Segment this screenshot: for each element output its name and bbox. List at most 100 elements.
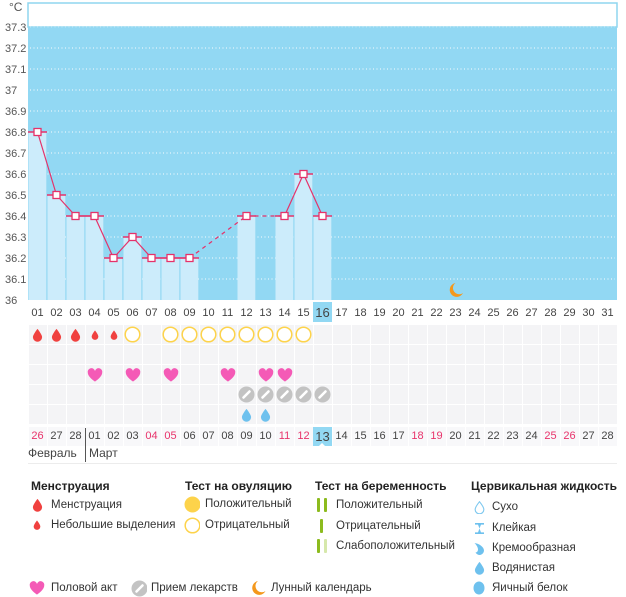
cervical-fluid-row-cell[interactable] (598, 405, 617, 424)
intercourse-row-cell[interactable] (180, 365, 199, 384)
pregnancy-test-row-cell[interactable] (104, 345, 123, 364)
menstruation-ovulation-row-cell[interactable] (237, 325, 256, 344)
menstruation-ovulation-row-cell[interactable] (503, 325, 522, 344)
calendar-date[interactable]: 23 (503, 427, 522, 446)
pregnancy-test-row-cell[interactable] (237, 345, 256, 364)
intercourse-row-cell[interactable] (313, 365, 332, 384)
medication-row-cell[interactable] (66, 385, 85, 404)
menstruation-ovulation-row-cell[interactable] (104, 325, 123, 344)
pregnancy-test-row-cell[interactable] (370, 345, 389, 364)
pregnancy-test-row-cell[interactable] (484, 345, 503, 364)
intercourse-row-cell[interactable] (85, 365, 104, 384)
cervical-fluid-row-cell[interactable] (541, 405, 560, 424)
menstruation-ovulation-row-cell[interactable] (389, 325, 408, 344)
cervical-fluid-row-cell[interactable] (446, 405, 465, 424)
pregnancy-test-row-cell[interactable] (85, 345, 104, 364)
intercourse-row-cell[interactable] (123, 365, 142, 384)
intercourse-row-cell[interactable] (598, 365, 617, 384)
medication-row-cell[interactable] (332, 385, 351, 404)
medication-row-cell[interactable] (503, 385, 522, 404)
menstruation-ovulation-row-cell[interactable] (294, 325, 313, 344)
menstruation-ovulation-row-cell[interactable] (446, 325, 465, 344)
cervical-fluid-row-cell[interactable] (142, 405, 161, 424)
cervical-fluid-row-cell[interactable] (104, 405, 123, 424)
calendar-date[interactable]: 21 (465, 427, 484, 446)
medication-row-cell[interactable] (294, 385, 313, 404)
pregnancy-test-row-cell[interactable] (332, 345, 351, 364)
cervical-fluid-row-cell[interactable] (275, 405, 294, 424)
pregnancy-test-row-cell[interactable] (199, 345, 218, 364)
pregnancy-test-row-cell[interactable] (427, 345, 446, 364)
pregnancy-test-row-cell[interactable] (560, 345, 579, 364)
calendar-date[interactable]: 10 (256, 427, 275, 446)
medication-row-cell[interactable] (85, 385, 104, 404)
intercourse-row-cell[interactable] (28, 365, 47, 384)
menstruation-ovulation-row-cell[interactable] (541, 325, 560, 344)
cervical-fluid-row-cell[interactable] (237, 405, 256, 424)
menstruation-ovulation-row-cell[interactable] (370, 325, 389, 344)
intercourse-row-cell[interactable] (522, 365, 541, 384)
pregnancy-test-row-cell[interactable] (66, 345, 85, 364)
intercourse-row-cell[interactable] (332, 365, 351, 384)
medication-row-cell[interactable] (541, 385, 560, 404)
cervical-fluid-row-cell[interactable] (389, 405, 408, 424)
menstruation-ovulation-row-cell[interactable] (161, 325, 180, 344)
intercourse-row-cell[interactable] (503, 365, 522, 384)
calendar-date[interactable]: 25 (541, 427, 560, 446)
menstruation-ovulation-row-cell[interactable] (332, 325, 351, 344)
intercourse-row-cell[interactable] (66, 365, 85, 384)
intercourse-row-cell[interactable] (218, 365, 237, 384)
pregnancy-test-row-cell[interactable] (28, 345, 47, 364)
intercourse-row-cell[interactable] (351, 365, 370, 384)
menstruation-ovulation-row-cell[interactable] (579, 325, 598, 344)
pregnancy-test-row-cell[interactable] (522, 345, 541, 364)
calendar-date[interactable]: 28 (66, 427, 85, 446)
menstruation-ovulation-row-cell[interactable] (598, 325, 617, 344)
pregnancy-test-row-cell[interactable] (142, 345, 161, 364)
menstruation-ovulation-row-cell[interactable] (256, 325, 275, 344)
medication-row-cell[interactable] (484, 385, 503, 404)
calendar-date[interactable]: 08 (218, 427, 237, 446)
cervical-fluid-row-cell[interactable] (218, 405, 237, 424)
menstruation-ovulation-row-cell[interactable] (142, 325, 161, 344)
calendar-date[interactable]: 26 (560, 427, 579, 446)
intercourse-row-cell[interactable] (256, 365, 275, 384)
calendar-date[interactable]: 24 (522, 427, 541, 446)
cervical-fluid-row-cell[interactable] (199, 405, 218, 424)
cervical-fluid-row-cell[interactable] (66, 405, 85, 424)
menstruation-ovulation-row-cell[interactable] (465, 325, 484, 344)
cervical-fluid-row-cell[interactable] (427, 405, 446, 424)
cervical-fluid-row-cell[interactable] (332, 405, 351, 424)
medication-row-cell[interactable] (313, 385, 332, 404)
menstruation-ovulation-row-cell[interactable] (47, 325, 66, 344)
menstruation-ovulation-row-cell[interactable] (180, 325, 199, 344)
cervical-fluid-row-cell[interactable] (370, 405, 389, 424)
pregnancy-test-row-cell[interactable] (465, 345, 484, 364)
pregnancy-test-row-cell[interactable] (313, 345, 332, 364)
pregnancy-test-row-cell[interactable] (446, 345, 465, 364)
menstruation-ovulation-row-cell[interactable] (218, 325, 237, 344)
medication-row-cell[interactable] (104, 385, 123, 404)
pregnancy-test-row-cell[interactable] (47, 345, 66, 364)
menstruation-ovulation-row-cell[interactable] (484, 325, 503, 344)
cervical-fluid-row-cell[interactable] (351, 405, 370, 424)
menstruation-ovulation-row-cell[interactable] (408, 325, 427, 344)
pregnancy-test-row-cell[interactable] (503, 345, 522, 364)
intercourse-row-cell[interactable] (161, 365, 180, 384)
calendar-date[interactable]: 16 (370, 427, 389, 446)
calendar-date[interactable]: 15 (351, 427, 370, 446)
medication-row-cell[interactable] (161, 385, 180, 404)
calendar-date[interactable]: 26 (28, 427, 47, 446)
medication-row-cell[interactable] (408, 385, 427, 404)
medication-row-cell[interactable] (598, 385, 617, 404)
intercourse-row-cell[interactable] (579, 365, 598, 384)
calendar-date[interactable]: 09 (237, 427, 256, 446)
intercourse-row-cell[interactable] (370, 365, 389, 384)
intercourse-row-cell[interactable] (560, 365, 579, 384)
calendar-date[interactable]: 02 (104, 427, 123, 446)
pregnancy-test-row-cell[interactable] (218, 345, 237, 364)
cervical-fluid-row-cell[interactable] (85, 405, 104, 424)
intercourse-row-cell[interactable] (389, 365, 408, 384)
medication-row-cell[interactable] (560, 385, 579, 404)
menstruation-ovulation-row-cell[interactable] (199, 325, 218, 344)
